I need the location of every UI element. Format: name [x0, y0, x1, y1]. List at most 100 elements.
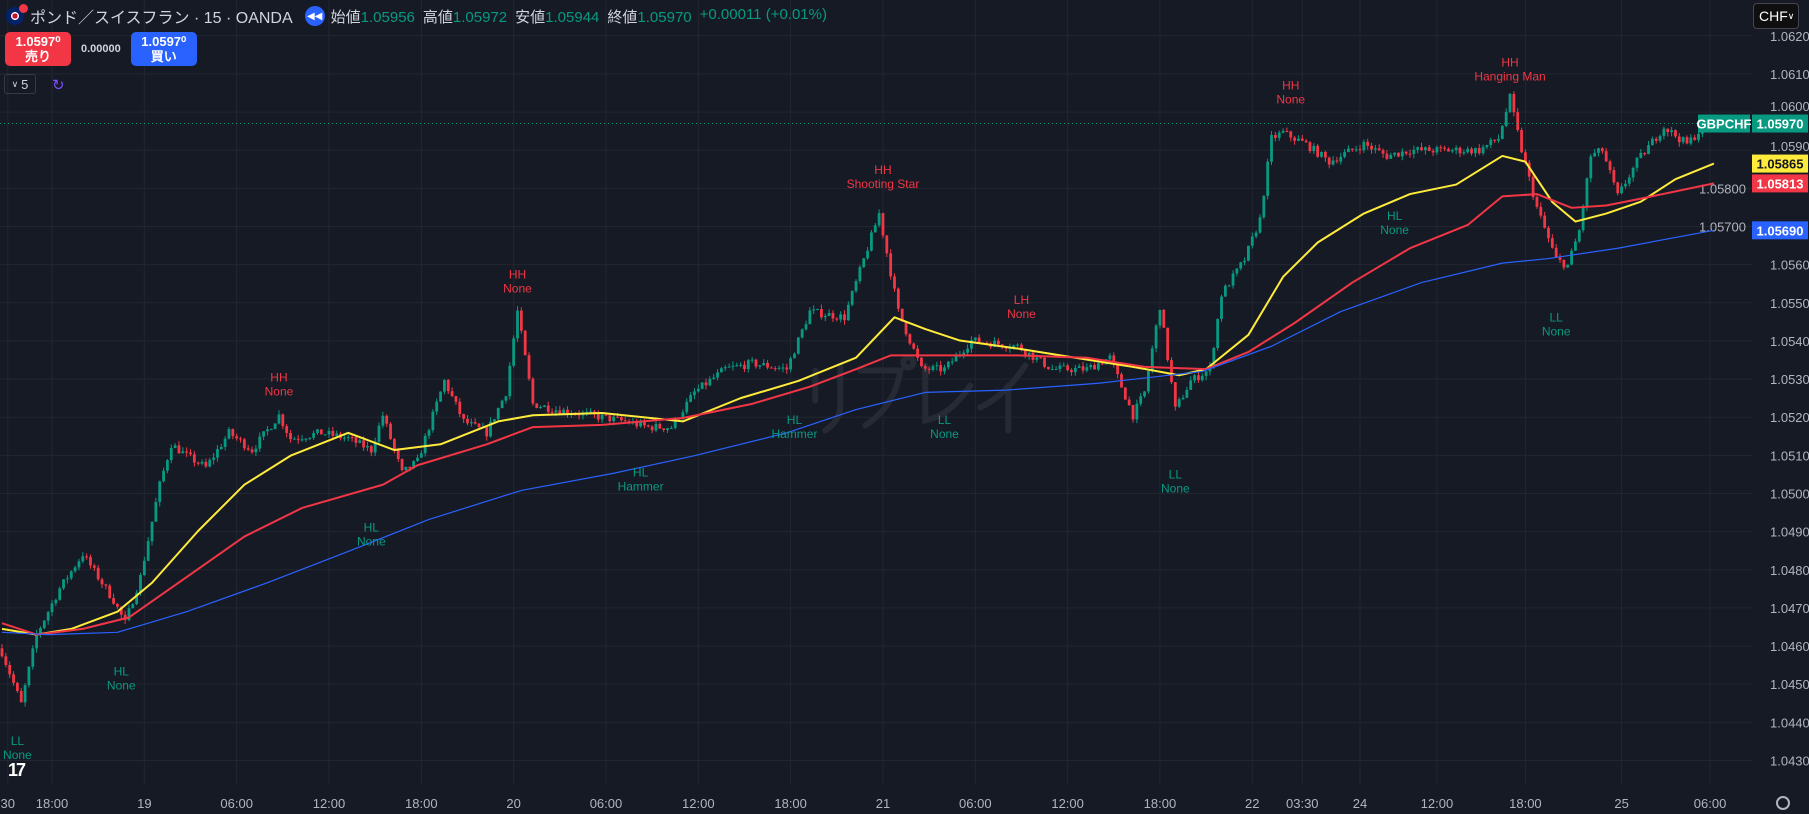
candle-body — [850, 290, 854, 305]
candle-body — [239, 438, 242, 440]
annotation-text: LH — [1014, 293, 1029, 307]
candle-body — [350, 437, 354, 439]
candle-body — [200, 461, 204, 464]
candle-body — [162, 470, 165, 482]
candle-body — [746, 360, 750, 370]
candle-body — [1458, 147, 1462, 154]
candle-body — [1143, 391, 1146, 397]
symbol-tag-bg — [1698, 114, 1750, 133]
candle-body — [1493, 139, 1497, 141]
symbol-title[interactable]: ポンド／スイスフラン · 15 · OANDA — [30, 10, 293, 27]
time-axis-label: 18:00 — [36, 796, 69, 811]
candle-body — [1381, 150, 1385, 154]
replay-rewind-icon[interactable]: ◀◀ — [304, 6, 325, 26]
candle-body — [1474, 148, 1477, 154]
annotation-text: None — [1276, 93, 1305, 107]
time-axis-label: 03:30 — [1286, 796, 1319, 811]
candle-body — [108, 585, 112, 599]
candle-body — [750, 359, 754, 361]
candle-body — [585, 411, 589, 413]
candle-body — [1508, 93, 1512, 112]
time-axis-label: 21 — [876, 796, 890, 811]
replay-speed-select[interactable]: ∨ 5 — [4, 74, 36, 94]
price-axis-label: 1.05100 — [1770, 448, 1809, 463]
candle-body — [596, 414, 600, 420]
candle-body — [1643, 152, 1647, 155]
candle-body — [504, 396, 508, 401]
settings-icon[interactable] — [1776, 796, 1790, 810]
trade-panel: 1.0597⁰ 売り 0.00000 1.0597⁰ 買い — [5, 32, 197, 66]
candle-body — [112, 598, 115, 604]
change-value: +0.00011 (+0.01%) — [699, 5, 827, 23]
buy-button[interactable]: 1.0597⁰ 買い — [130, 32, 197, 66]
candle-body — [358, 440, 362, 443]
candle-body — [789, 358, 793, 370]
candle-body — [1447, 148, 1450, 152]
candle-body — [908, 334, 912, 344]
candle-body — [1639, 152, 1643, 158]
candle-body — [881, 213, 885, 236]
candle-body — [1412, 149, 1416, 154]
candle-body — [619, 416, 623, 421]
candle-body — [458, 401, 462, 415]
candle-body — [877, 213, 881, 226]
candle-body — [1335, 160, 1339, 162]
sell-button[interactable]: 1.0597⁰ 売り — [5, 32, 71, 66]
candle-body — [50, 603, 54, 613]
annotation-text: HL — [114, 665, 130, 679]
candle-body — [189, 452, 192, 455]
time-axis-label: 19 — [137, 796, 151, 811]
candle-body — [550, 411, 554, 413]
candle-body — [1046, 366, 1050, 370]
candle-body — [1520, 130, 1523, 153]
price-axis-label: 1.06100 — [1770, 67, 1809, 82]
candle-body — [1081, 366, 1085, 371]
ma-mid-tag: 1.05813 — [1757, 176, 1804, 191]
candle-body — [54, 599, 58, 604]
candle-body — [135, 592, 139, 605]
annotation-text: HH — [1501, 55, 1518, 69]
candle-body — [970, 340, 973, 349]
candle-body — [1693, 137, 1697, 140]
annotation-text: HH — [1282, 79, 1299, 93]
candle-body — [1158, 309, 1162, 326]
candle-body — [650, 426, 654, 431]
ohlc-values: 始値1.05956 高値1.05972 安値1.05944 終値1.05970 … — [331, 6, 827, 27]
candle-body — [1112, 355, 1116, 365]
replay-loop-icon[interactable]: ↻ — [52, 77, 65, 94]
price-axis-label: 1.04600 — [1770, 639, 1809, 654]
candle-body — [327, 430, 331, 435]
candle-body — [966, 348, 969, 353]
candle-body — [862, 258, 866, 268]
candle-body — [1116, 364, 1120, 375]
candle-body — [431, 411, 435, 431]
candle-body — [1096, 363, 1100, 370]
tradingview-logo[interactable]: 17 — [8, 760, 26, 780]
candle-body — [39, 627, 42, 634]
candle-body — [454, 396, 458, 402]
candle-body — [1058, 365, 1062, 370]
annotation-text: HH — [270, 370, 287, 384]
candle-body — [839, 314, 843, 320]
candle-body — [946, 361, 950, 368]
candle-body — [546, 405, 550, 412]
candle-body — [554, 410, 558, 413]
candle-body — [304, 438, 308, 440]
candle-body — [1323, 151, 1327, 158]
candle-body — [73, 567, 77, 572]
candle-body — [535, 403, 539, 408]
currency-select[interactable]: CHF ∨ — [1753, 3, 1799, 29]
candle-body — [1300, 138, 1304, 141]
watermark-stroke — [977, 362, 1029, 411]
time-axis-label: 12:00 — [682, 796, 715, 811]
candle-body — [281, 414, 285, 427]
candle-body — [700, 382, 704, 389]
candle-body — [1035, 357, 1039, 360]
candle-body — [466, 418, 469, 424]
candle-body — [1243, 260, 1246, 263]
candle-body — [1016, 344, 1020, 346]
candle-body — [85, 556, 89, 558]
